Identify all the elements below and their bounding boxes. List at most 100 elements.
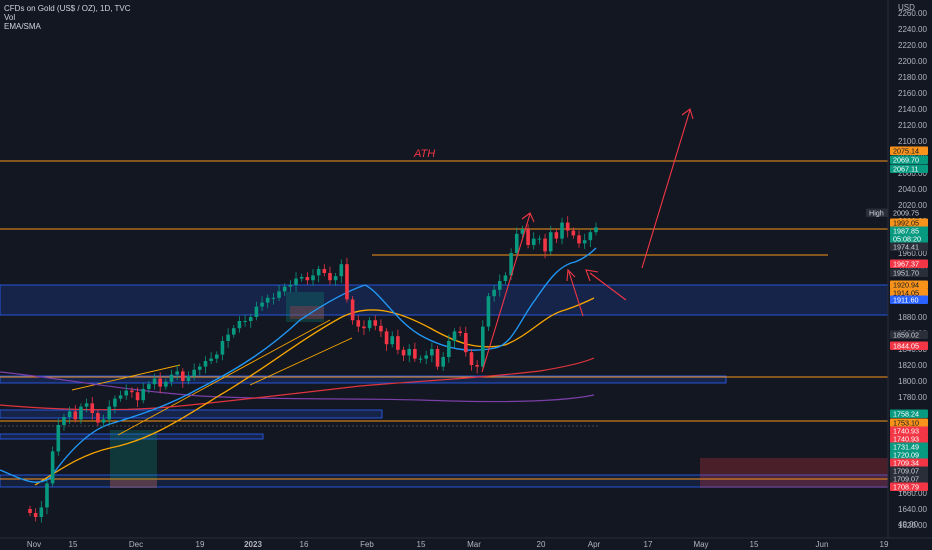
symbol-title[interactable]: CFDs on Gold (US$ / OZ), 1D, TVC	[4, 4, 131, 13]
candle	[447, 334, 451, 363]
candle-body	[299, 277, 304, 279]
price-tag-bg	[890, 155, 928, 164]
price-tag-label: 2009.75	[893, 209, 919, 218]
candle	[113, 395, 117, 414]
candle-body	[509, 253, 513, 276]
candle-body	[413, 349, 417, 359]
target-zone[interactable]	[700, 458, 888, 488]
supply-zone[interactable]	[0, 284, 889, 316]
time-axis-bg	[0, 538, 932, 550]
time-axis[interactable]: Nov 15 Dec 19 2023 16 Feb 15 Mar 20 Apr 17 May 15 Jun 1…	[0, 537, 932, 550]
price-tick-label: 2020.00	[898, 201, 927, 210]
support-zone-2[interactable]	[0, 409, 383, 419]
candle-body	[164, 381, 168, 387]
candle-body	[447, 341, 451, 357]
candle-body	[277, 291, 281, 298]
candle	[101, 414, 106, 427]
arrow-up-target[interactable]	[641, 109, 691, 269]
candle-body	[169, 374, 174, 382]
candle	[475, 360, 479, 374]
time-tick-label: May	[693, 540, 708, 549]
channel-mid-line[interactable]	[249, 337, 353, 386]
ema-sma-indicator-label[interactable]: EMA/SMA	[4, 22, 41, 31]
support-zone-3[interactable]	[0, 433, 264, 440]
candle	[220, 336, 225, 361]
candle	[413, 342, 417, 362]
channel-bottom-line[interactable]	[117, 319, 331, 436]
price-tag: 1740.93	[890, 426, 928, 436]
price-tag-bg	[890, 409, 928, 418]
price-axis[interactable]: USD 2260.00 2240.00 2220.00 2200.00 2180.00 2…	[866, 0, 932, 540]
price-tag: 1709.07	[890, 466, 928, 476]
candle-body	[141, 389, 145, 401]
candle	[594, 222, 598, 236]
trend-lines	[71, 319, 353, 436]
candle-body	[198, 366, 202, 370]
candle-body	[220, 341, 225, 355]
price-tag: 1987.85	[890, 226, 928, 236]
arrow-head-target	[681, 108, 694, 120]
price-tag-bg	[890, 442, 928, 451]
candle	[124, 384, 129, 400]
candle-body	[192, 369, 196, 377]
price-tick-label: 1620.00	[898, 521, 927, 530]
candle-body	[345, 264, 349, 300]
candle-body	[237, 321, 242, 329]
candle-body	[328, 273, 332, 281]
candle-body	[124, 390, 129, 396]
candle-body	[282, 286, 287, 292]
channel-top-line[interactable]	[71, 364, 181, 391]
candle-body	[260, 302, 264, 307]
time-tick-label: Dec	[129, 540, 143, 549]
candle	[118, 390, 123, 402]
candle-body	[113, 398, 117, 407]
price-tag-bg	[890, 482, 928, 491]
candle-body	[101, 419, 106, 423]
candle-body	[390, 336, 395, 345]
candle	[169, 369, 174, 387]
candle-body	[175, 371, 179, 375]
price-tick-label: 1820.00	[898, 361, 927, 370]
price-tag: High	[866, 208, 888, 218]
candle	[356, 315, 361, 333]
arrow-up-1[interactable]	[481, 213, 531, 373]
price-tick-label: 1640.00	[898, 505, 927, 514]
price-tag-label: 1859.02	[893, 331, 919, 340]
candle	[226, 328, 230, 348]
arrow-pullback[interactable]	[589, 272, 627, 301]
time-tick-label: 15	[750, 540, 759, 549]
support-zone-1[interactable]	[0, 375, 727, 384]
price-tag-bg	[890, 208, 928, 217]
price-tag-bg	[890, 218, 928, 227]
candle	[316, 265, 321, 283]
candle-body	[67, 411, 72, 417]
ath-label[interactable]: ATH	[413, 148, 435, 160]
candle-body	[452, 331, 457, 341]
price-tick-label: 1880.00	[898, 313, 927, 322]
candle	[265, 294, 270, 309]
drawings	[481, 108, 694, 373]
price-tag-bg	[890, 288, 928, 297]
arrow-support[interactable]	[568, 271, 584, 317]
candle-body	[90, 403, 95, 413]
price-tick-label: 2060.00	[898, 169, 927, 178]
candle	[62, 413, 66, 431]
candle-body	[158, 378, 162, 387]
candle	[350, 296, 355, 325]
price-tag-label: 1920.94	[893, 281, 919, 290]
volume-indicator-label[interactable]: Vol	[4, 13, 16, 22]
candle	[497, 274, 502, 297]
price-tag-bg	[890, 341, 928, 350]
time-tick-label: Nov	[27, 540, 41, 549]
price-tag-label: 2069.70	[893, 156, 919, 165]
price-tag-label: 2075.14	[893, 147, 919, 156]
candle-body	[435, 349, 440, 367]
long-position-zone[interactable]	[110, 430, 157, 488]
candle	[401, 346, 406, 361]
price-tag: 1920.94	[890, 280, 928, 290]
candle-body	[373, 320, 378, 326]
time-tick-label: Apr	[588, 540, 601, 549]
candle	[452, 328, 457, 348]
